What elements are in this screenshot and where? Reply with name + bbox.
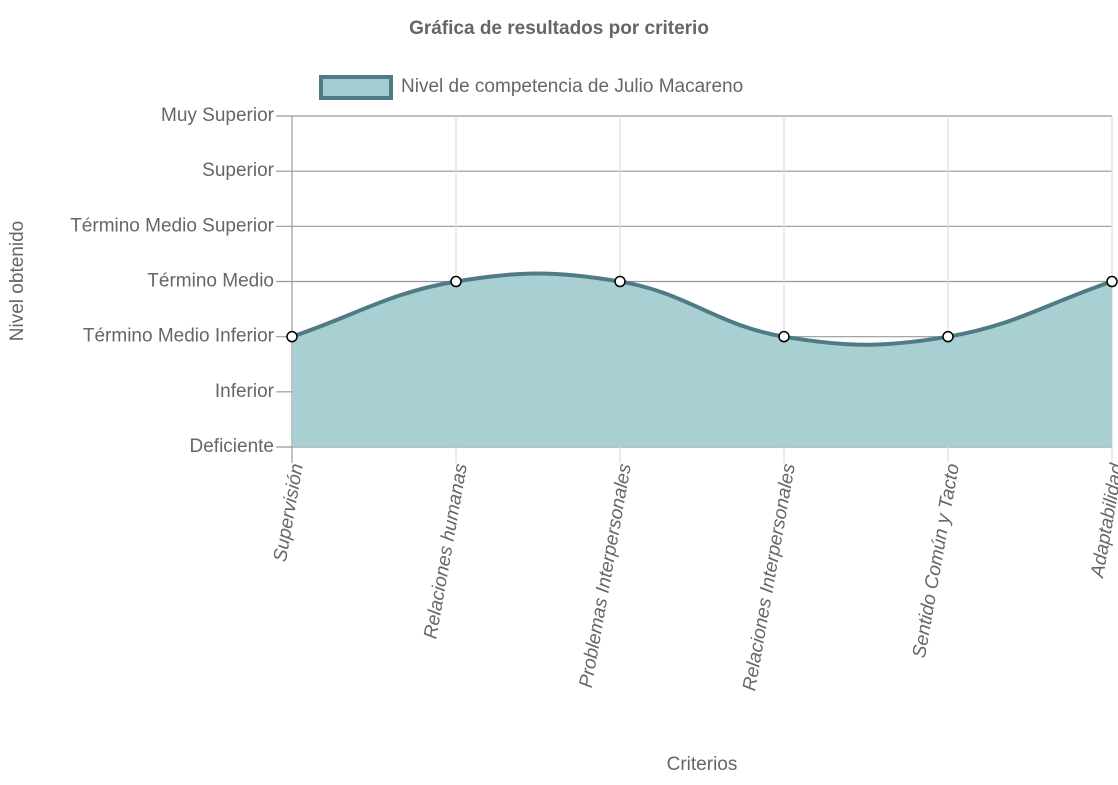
line [291, 271, 1113, 347]
x-tick-label: Adaptabilidad [1087, 461, 1118, 580]
area-fill [292, 273, 1112, 447]
y-axis-title: Nivel obtenido [7, 221, 28, 341]
chart-title: Gráfica de resultados por criterio [409, 18, 709, 39]
y-tick-label: Término Medio Superior [70, 215, 274, 236]
point [1106, 275, 1118, 288]
point [942, 330, 954, 343]
y-tick-label: Superior [202, 160, 274, 181]
plot [286, 271, 1118, 447]
y-tick-label: Muy Superior [161, 105, 275, 126]
point [614, 275, 626, 288]
legend-label: Nivel de competencia de Julio Macareno [401, 76, 743, 97]
x-tick-label: Relaciones Interpersonales [739, 462, 800, 693]
x-tick-label: Relaciones humanas [420, 462, 472, 641]
point [450, 275, 462, 288]
x-tick-label: Supervisión [270, 462, 308, 563]
point [286, 330, 298, 343]
x-axis-title: Criterios [667, 754, 738, 775]
legend-swatch [319, 75, 393, 100]
y-tick-label: Término Medio Inferior [83, 326, 275, 347]
y-tick-label: Deficiente [190, 436, 275, 457]
x-tick-label: Problemas Interpersonales [576, 462, 636, 690]
y-tick-label: Término Medio [147, 271, 274, 292]
x-tick-label: Sentido Común y Tacto [909, 462, 964, 659]
y-tick-label: Inferior [215, 381, 275, 402]
point [778, 330, 790, 343]
